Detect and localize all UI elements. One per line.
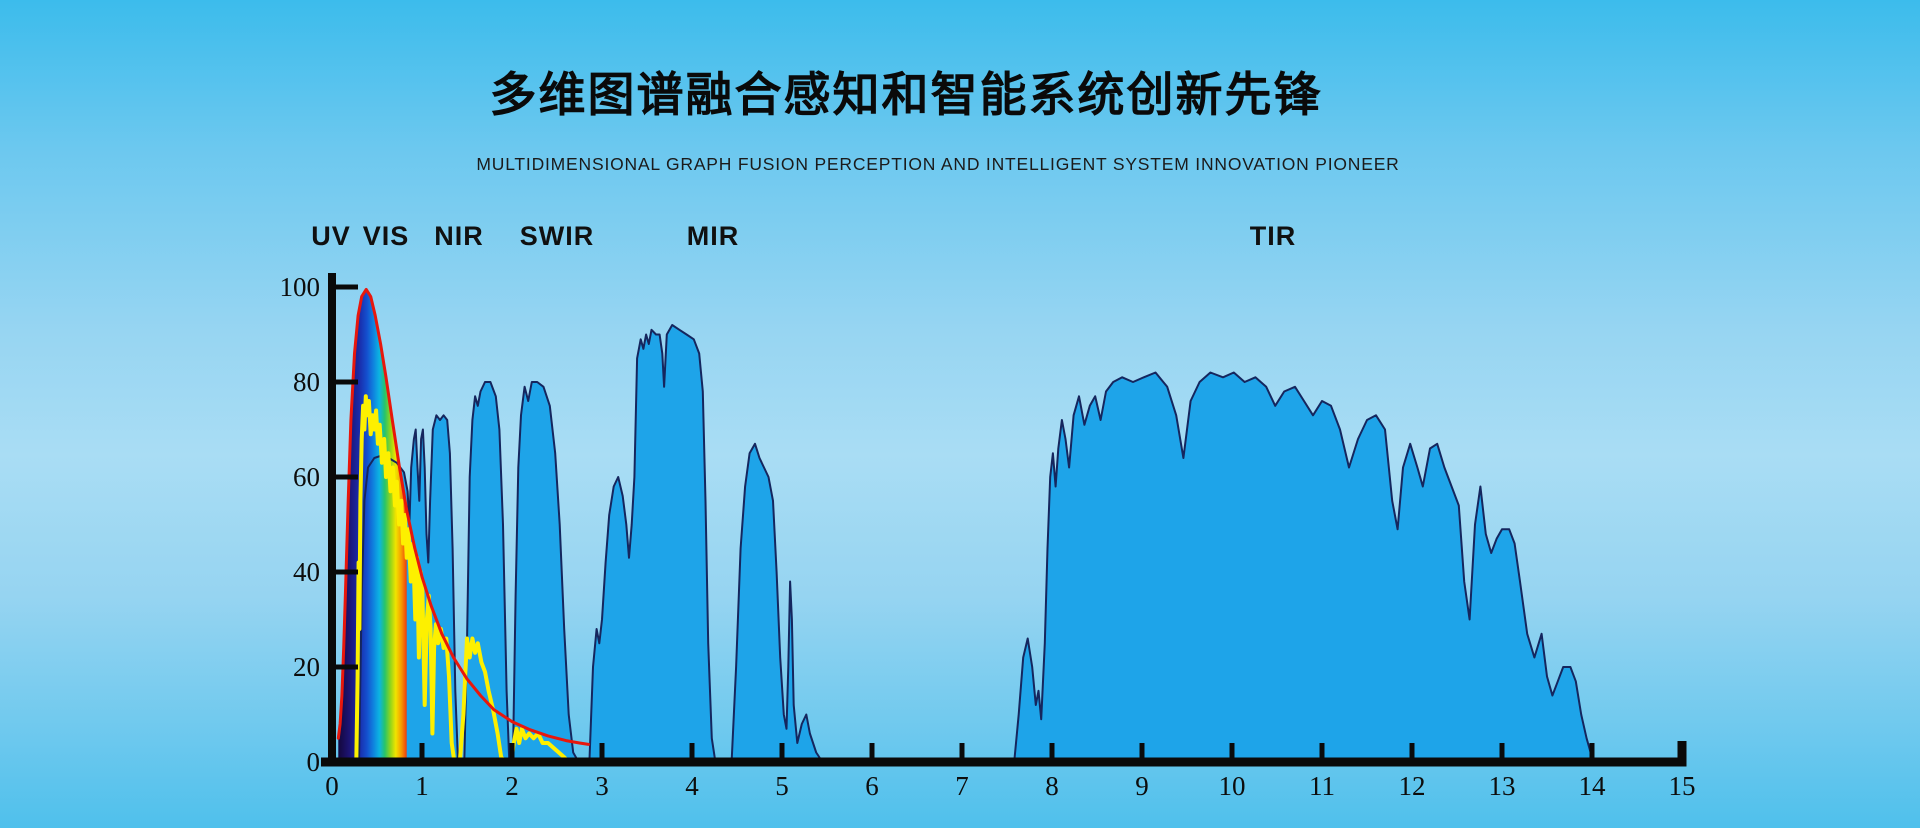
x-tick-label: 1	[415, 771, 429, 801]
x-tick-label: 15	[1669, 771, 1696, 801]
x-tick-label: 9	[1135, 771, 1149, 801]
band-label-tir: TIR	[1249, 221, 1297, 251]
x-tick-label: 7	[955, 771, 969, 801]
y-tick-label: 80	[293, 367, 320, 397]
x-tick-label: 2	[505, 771, 519, 801]
y-tick-label: 100	[280, 272, 321, 302]
page-subtitle: MULTIDIMENSIONAL GRAPH FUSION PERCEPTION…	[476, 154, 1400, 174]
page-title: 多维图谱融合感知和智能系统创新先锋	[489, 68, 1323, 121]
y-tick-label: 20	[293, 652, 320, 682]
x-tick-label: 6	[865, 771, 879, 801]
x-tick-label: 11	[1309, 771, 1335, 801]
transmission-windows-outline	[358, 324, 1598, 763]
y-tick-label: 40	[293, 557, 320, 587]
band-label-vis: VIS	[362, 221, 410, 251]
x-tick-label: 0	[325, 771, 339, 801]
y-tick-label: 0	[307, 747, 321, 777]
x-tick-label: 13	[1489, 771, 1516, 801]
x-tick-label: 4	[685, 771, 699, 801]
band-label-swir: SWIR	[519, 221, 595, 251]
x-tick-label: 10	[1219, 771, 1246, 801]
band-label-uv: UV	[311, 221, 351, 251]
y-tick-label: 60	[293, 462, 320, 492]
x-tick-label: 12	[1399, 771, 1426, 801]
x-tick-label: 3	[595, 771, 609, 801]
x-tick-label: 14	[1579, 771, 1607, 801]
band-label-mir: MIR	[686, 221, 740, 251]
x-tick-label: 8	[1045, 771, 1059, 801]
transmission-windows-area	[359, 325, 1597, 762]
x-tick-label: 5	[775, 771, 789, 801]
solar-envelope-curve	[336, 287, 590, 746]
band-label-nir: NIR	[434, 221, 484, 251]
